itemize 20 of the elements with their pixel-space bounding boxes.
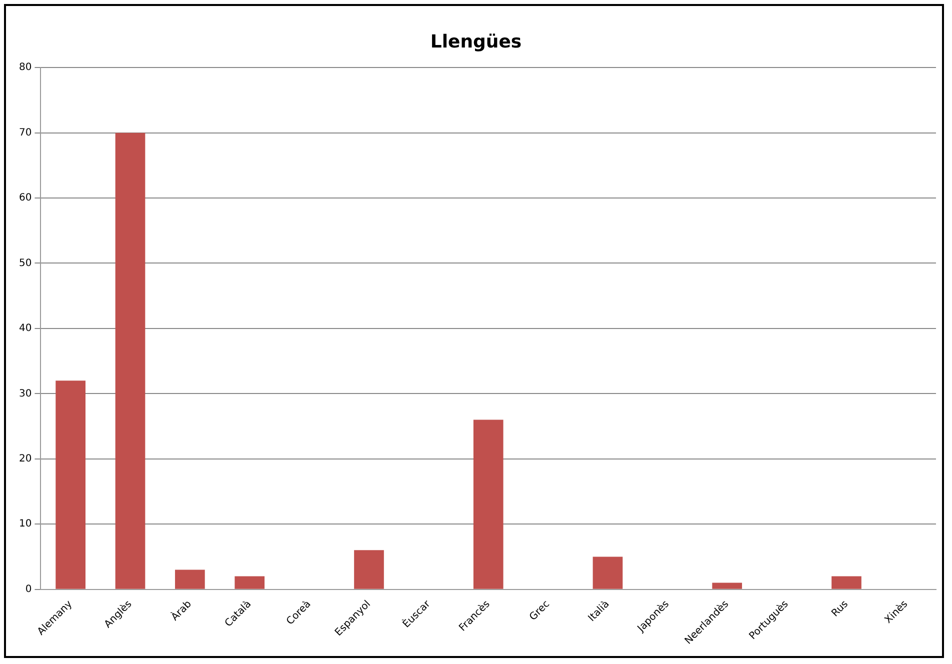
y-tick-label: 50: [18, 258, 32, 269]
y-tick-label: 10: [18, 518, 32, 530]
bar: [592, 556, 623, 589]
bar: [234, 576, 265, 589]
y-tick-label: 70: [18, 127, 32, 138]
bar: [115, 132, 146, 589]
bar: [354, 550, 384, 589]
bar: [712, 582, 742, 589]
y-tick-label: 20: [18, 453, 32, 464]
y-tick-label: 40: [18, 323, 32, 334]
y-tick-label: 60: [18, 192, 32, 204]
bar: [56, 380, 86, 589]
chart-title: Llengües: [430, 31, 522, 52]
y-tick-label: 30: [18, 388, 32, 400]
bar: [175, 570, 205, 589]
bar: [832, 576, 862, 589]
y-tick-label: 0: [25, 584, 32, 595]
x-tick-label: Rus: [830, 598, 850, 620]
bar: [473, 420, 504, 589]
y-tick-label: 80: [18, 62, 32, 74]
